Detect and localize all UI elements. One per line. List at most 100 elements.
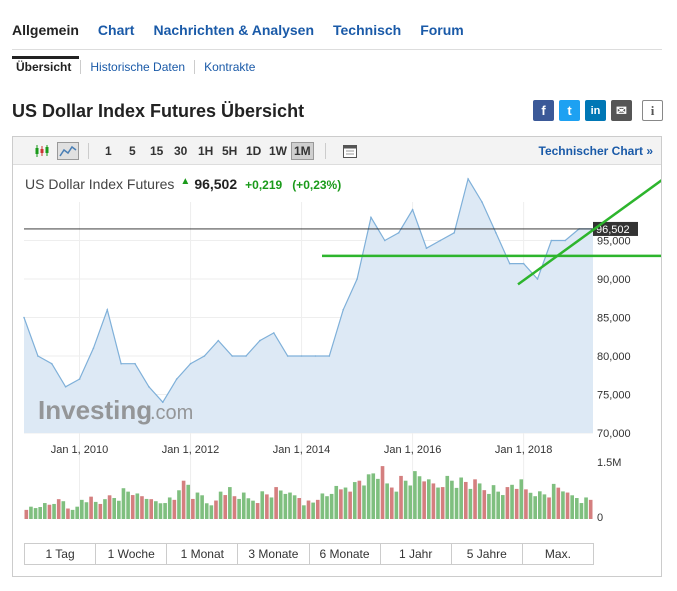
tab-forum[interactable]: Forum: [420, 22, 464, 38]
volume-bar: [228, 487, 232, 519]
tab-technisch[interactable]: Technisch: [333, 22, 402, 38]
volume-bar: [149, 499, 154, 519]
volume-bar: [186, 484, 191, 519]
volume-bar: [334, 485, 339, 519]
price-point: [37, 355, 39, 357]
interval-1w[interactable]: 1W: [269, 144, 287, 158]
price-point: [397, 232, 400, 234]
range-max[interactable]: Max.: [521, 544, 593, 564]
interval-1d[interactable]: 1D: [246, 144, 262, 158]
range-1-monat[interactable]: 1 Monat: [166, 544, 237, 564]
range-6-monate[interactable]: 6 Monate: [308, 544, 380, 564]
volume-bar: [93, 501, 98, 519]
volume-bar: [380, 466, 385, 519]
volume-bar: [528, 492, 533, 519]
price-point: [300, 355, 303, 357]
range-5-jahre[interactable]: 5 Jahre: [450, 544, 522, 564]
volume-bar: [496, 491, 500, 519]
volume-bar: [422, 481, 426, 519]
volume-bar: [311, 502, 315, 519]
volume-bar: [343, 487, 348, 519]
facebook-icon[interactable]: f: [533, 100, 554, 121]
price-point: [342, 309, 344, 311]
y-tick-label: 80,000: [597, 351, 631, 363]
volume-bar: [130, 495, 135, 519]
volume-bar: [376, 478, 380, 519]
last-price-tag-label: 96,502: [596, 224, 630, 236]
volume-bar: [524, 489, 528, 519]
interval-1m[interactable]: 1M: [291, 142, 314, 160]
x-tick-label: Jan 1, 2012: [162, 444, 220, 456]
volume-bar: [408, 485, 413, 519]
price-point: [425, 247, 428, 249]
volume-bar: [537, 491, 542, 519]
linkedin-icon[interactable]: in: [585, 100, 606, 121]
interval-5h[interactable]: 5H: [222, 144, 238, 158]
range-1-tag[interactable]: 1 Tag: [45, 547, 75, 561]
volume-bar: [468, 488, 473, 519]
watermark-suffix: .com: [150, 402, 193, 424]
range-selector: 1 Tag 1 Woche 1 Monat 3 Monate 6 Monate …: [24, 543, 594, 565]
last-price: 96,502: [194, 176, 238, 192]
volume-bar: [463, 481, 468, 519]
mail-icon[interactable]: ✉: [611, 100, 632, 121]
volume-axis-top: 1.5M: [597, 457, 621, 469]
volume-bar: [292, 495, 297, 519]
interval-30[interactable]: 30: [174, 144, 188, 158]
interval-1[interactable]: 1: [105, 144, 112, 158]
subtab-uebersicht[interactable]: Übersicht: [16, 60, 72, 74]
volume-bar: [551, 483, 556, 519]
price-point: [50, 362, 53, 365]
calendar-icon[interactable]: [339, 142, 361, 160]
price-point: [245, 355, 247, 357]
volume-bar: [450, 480, 454, 519]
chart-widget: 1 5 15 30 1H 5H 1D 1W 1M Technischer Cha…: [12, 136, 662, 577]
price-point: [564, 239, 567, 242]
volume-bar: [306, 500, 311, 519]
tab-allgemein[interactable]: Allgemein: [12, 22, 79, 59]
twitter-icon[interactable]: t: [559, 100, 580, 121]
volume-bar: [565, 492, 570, 519]
price-chart[interactable]: 70,000 75,000 80,000 85,000 90,000 95,000 Inve…: [13, 137, 661, 537]
price-point: [411, 208, 414, 211]
volume-bar: [519, 479, 524, 519]
info-icon[interactable]: i: [642, 100, 663, 121]
volume-bar: [29, 506, 33, 519]
range-1-jahr[interactable]: 1 Jahr: [379, 544, 451, 564]
volume-bar: [126, 491, 130, 519]
volume-bar: [371, 473, 376, 519]
tab-nachrichten-analysen[interactable]: Nachrichten & Analysen: [153, 22, 314, 38]
subtab-historische-daten[interactable]: Historische Daten: [80, 60, 194, 74]
range-3-monate[interactable]: 3 Monate: [237, 544, 308, 564]
technical-chart-link[interactable]: Technischer Chart »: [538, 144, 653, 158]
last-price-tag: [593, 221, 638, 236]
volume-bar: [320, 493, 325, 519]
interval-1h[interactable]: 1H: [198, 144, 214, 158]
price-point: [92, 347, 95, 350]
volume-bar: [339, 489, 343, 519]
candlestick-icon[interactable]: [31, 142, 53, 160]
volume-bar: [265, 494, 269, 519]
volume-bar: [584, 497, 588, 519]
volume-bar: [278, 490, 283, 519]
volume-bar: [70, 509, 75, 519]
volume-bar: [500, 495, 505, 519]
volume-bar: [214, 500, 218, 519]
subtab-kontrakte[interactable]: Kontrakte: [194, 60, 264, 74]
volume-bar: [417, 476, 422, 519]
volume-axis-bottom: 0: [597, 512, 603, 524]
price-point: [78, 378, 81, 380]
price-point: [175, 378, 178, 380]
range-1-woche[interactable]: 1 Woche: [95, 544, 166, 564]
tab-chart[interactable]: Chart: [97, 22, 135, 38]
volume-bar: [181, 480, 186, 519]
interval-5[interactable]: 5: [129, 144, 136, 158]
volume-bar: [255, 503, 260, 519]
volume-bar: [561, 491, 565, 519]
interval-15[interactable]: 15: [150, 144, 164, 158]
volume-bar: [362, 485, 366, 519]
area-chart-icon[interactable]: [57, 142, 79, 160]
volume-bar: [177, 490, 181, 519]
share-buttons: f t in ✉ i: [528, 100, 663, 121]
